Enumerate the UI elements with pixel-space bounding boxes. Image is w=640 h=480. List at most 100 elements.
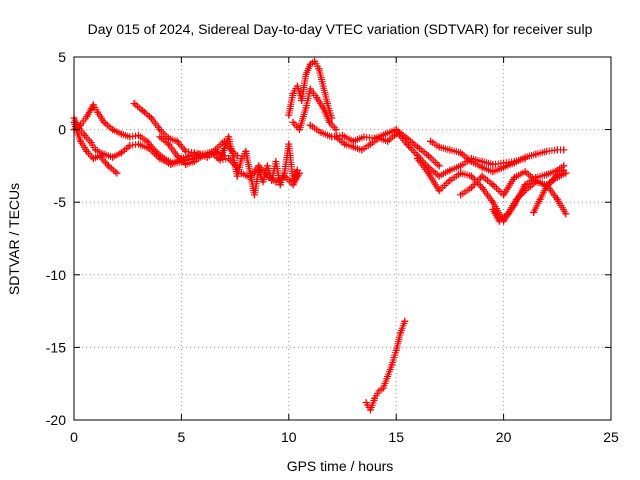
data-point (392, 127, 400, 135)
data-point (91, 146, 99, 154)
data-point (139, 107, 147, 115)
x-tick-label: 20 (496, 429, 512, 445)
data-point (489, 168, 497, 176)
data-point (225, 133, 233, 141)
data-point (216, 155, 224, 163)
data-point (512, 195, 520, 203)
data-point (81, 131, 89, 139)
data-point (156, 133, 164, 141)
series-track-q (530, 169, 570, 216)
data-point (543, 147, 551, 155)
data-point (457, 162, 465, 170)
data-point (104, 162, 112, 170)
data-point (306, 60, 314, 68)
data-point (156, 126, 164, 134)
data-point (117, 149, 125, 157)
data-point (89, 155, 97, 163)
data-point (317, 129, 325, 137)
data-point (296, 126, 304, 134)
data-point (457, 169, 465, 177)
data-point (543, 171, 551, 179)
data-point (375, 387, 383, 395)
data-point (259, 178, 267, 186)
data-point (555, 172, 563, 180)
data-point (109, 126, 117, 134)
data-point (319, 104, 327, 112)
data-point (530, 208, 538, 216)
data-point (504, 210, 512, 218)
data-point (100, 118, 108, 126)
data-point (392, 346, 400, 354)
data-point (313, 94, 321, 102)
data-point (134, 140, 142, 148)
data-point (549, 176, 557, 184)
data-point (457, 191, 465, 199)
data-point (553, 195, 561, 203)
data-point (311, 57, 319, 65)
data-point (478, 184, 486, 192)
data-point (126, 133, 134, 141)
y-axis-label: SDTVAR / TECUs (6, 183, 22, 295)
data-point (272, 158, 280, 166)
data-point (76, 121, 84, 129)
data-point (414, 155, 422, 163)
data-point (562, 169, 570, 177)
data-point (238, 169, 246, 177)
data-point (478, 172, 486, 180)
data-point (424, 169, 432, 177)
data-point (435, 187, 443, 195)
data-point (182, 147, 190, 155)
data-point (560, 146, 568, 154)
data-point (263, 162, 271, 170)
data-point (76, 137, 84, 145)
data-point (358, 146, 366, 154)
data-point (332, 133, 340, 141)
data-point (186, 152, 194, 160)
series-track-a (70, 118, 121, 177)
data-point (381, 130, 389, 138)
data-point (521, 187, 529, 195)
data-point (467, 184, 475, 192)
data-point (489, 160, 497, 168)
grid-layer (74, 57, 611, 420)
data-point (263, 172, 271, 180)
data-point (281, 172, 289, 180)
data-point (289, 118, 297, 126)
data-point (298, 97, 306, 105)
chart-title: Day 015 of 2024, Sidereal Day-to-day VTE… (88, 21, 593, 37)
data-point (134, 131, 142, 139)
data-point (379, 384, 387, 392)
data-point (289, 89, 297, 97)
data-point (360, 133, 368, 141)
data-point (233, 172, 241, 180)
data-point (366, 406, 374, 414)
data-point (207, 149, 215, 157)
data-point (510, 159, 518, 167)
x-tick-label: 15 (388, 429, 404, 445)
data-point (255, 162, 263, 170)
data-point (446, 166, 454, 174)
data-point (435, 162, 443, 170)
data-point (296, 169, 304, 177)
data-point (500, 191, 508, 199)
data-point (315, 65, 323, 73)
data-point (562, 210, 570, 218)
data-point (500, 163, 508, 171)
data-point (401, 317, 409, 325)
data-point (388, 361, 396, 369)
data-point (384, 137, 392, 145)
x-axis-label: GPS time / hours (287, 458, 394, 474)
y-tick-label: 5 (58, 49, 66, 65)
data-point (160, 155, 168, 163)
data-point (396, 329, 404, 337)
series-track-g (238, 162, 304, 189)
data-point (495, 217, 503, 225)
data-point (182, 160, 190, 168)
data-point (319, 82, 327, 90)
data-point (285, 140, 293, 148)
data-point (169, 159, 177, 167)
series-markers (362, 317, 409, 414)
data-point (536, 195, 544, 203)
series-track-p (489, 178, 570, 225)
data-point (83, 113, 91, 121)
